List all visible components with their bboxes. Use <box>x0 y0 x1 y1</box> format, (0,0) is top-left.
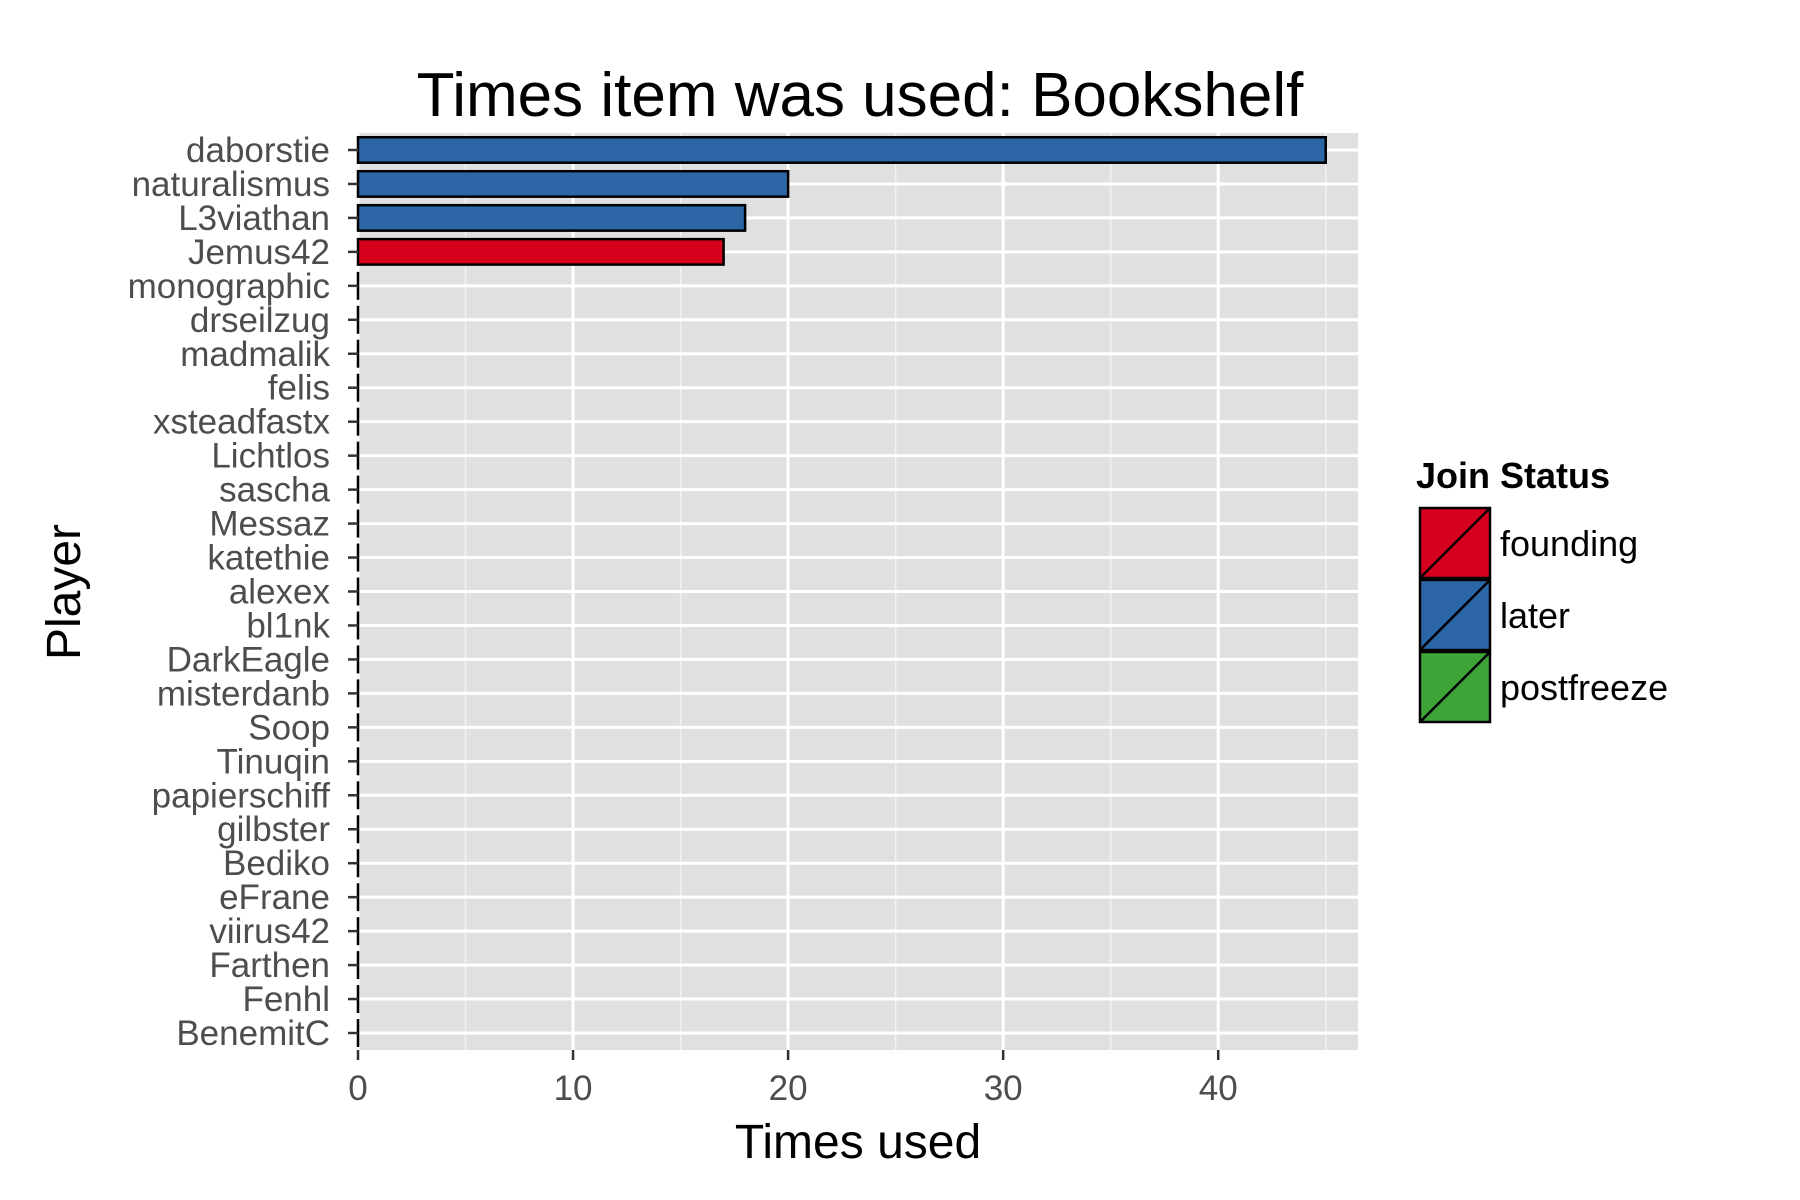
legend-title: Join Status <box>1416 455 1610 496</box>
y-tick-label: Farthen <box>209 946 330 985</box>
y-tick-label: Soop <box>248 708 330 747</box>
legend-entries: founding later postfreeze <box>1418 506 1668 724</box>
x-axis-title: Times used <box>735 1116 981 1169</box>
bar-daborstie <box>356 135 1327 164</box>
x-axis: 0 10 20 30 40 <box>348 1050 1238 1108</box>
y-tick-label: DarkEagle <box>167 640 330 679</box>
y-tick-label: felis <box>268 369 330 408</box>
y-tick-label: daborstie <box>186 131 330 170</box>
x-tick-label: 10 <box>554 1069 593 1108</box>
y-tick-label: Fenhl <box>242 980 330 1019</box>
bars <box>356 135 1327 1048</box>
x-tick-label: 30 <box>984 1069 1023 1108</box>
y-tick-label: Lichtlos <box>211 437 330 476</box>
legend-key-slash <box>1419 651 1491 723</box>
y-tick-label: viirus42 <box>209 912 330 951</box>
y-tick-label: Messaz <box>209 505 330 544</box>
y-tick-label: monographic <box>128 267 330 306</box>
y-tick-label: katethie <box>207 539 330 578</box>
y-tick-label: L3viathan <box>178 199 330 238</box>
legend-label-later: later <box>1500 595 1570 636</box>
y-tick-label: naturalismus <box>132 165 330 204</box>
y-tick-label: Jemus42 <box>188 233 330 272</box>
legend-key-slash <box>1419 507 1491 579</box>
x-tick-label: 40 <box>1199 1069 1238 1108</box>
chart-title: Times item was used: Bookshelf <box>417 61 1304 130</box>
y-tick-label: bl1nk <box>246 606 330 645</box>
y-tick-label: madmalik <box>180 335 330 374</box>
bar-Jemus42 <box>356 237 725 266</box>
y-axis: daborstienaturalismusL3viathanJemus42mon… <box>128 131 358 1053</box>
y-tick-label: alexex <box>229 573 331 612</box>
legend: Join Status founding later postfreeze <box>1416 455 1668 724</box>
x-tick-label: 0 <box>348 1069 367 1108</box>
bar-naturalismus <box>356 169 790 198</box>
y-tick-label: eFrane <box>219 878 330 917</box>
y-tick-label: gilbster <box>217 810 330 849</box>
y-tick-label: drseilzug <box>190 301 330 340</box>
y-tick-label: misterdanb <box>157 674 330 713</box>
legend-key-slash <box>1419 579 1491 651</box>
bar-L3viathan <box>356 203 747 232</box>
y-tick-label: sascha <box>219 471 330 510</box>
y-tick-label: Tinuqin <box>217 742 331 781</box>
y-tick-label: BenemitC <box>176 1014 330 1053</box>
legend-label-postfreeze: postfreeze <box>1500 667 1668 708</box>
legend-label-founding: founding <box>1500 523 1638 564</box>
x-tick-label: 20 <box>769 1069 808 1108</box>
y-tick-label: Bediko <box>223 844 330 883</box>
y-tick-label: xsteadfastx <box>153 403 331 442</box>
y-axis-title: Player <box>38 524 91 660</box>
y-tick-label: papierschiff <box>152 776 331 815</box>
